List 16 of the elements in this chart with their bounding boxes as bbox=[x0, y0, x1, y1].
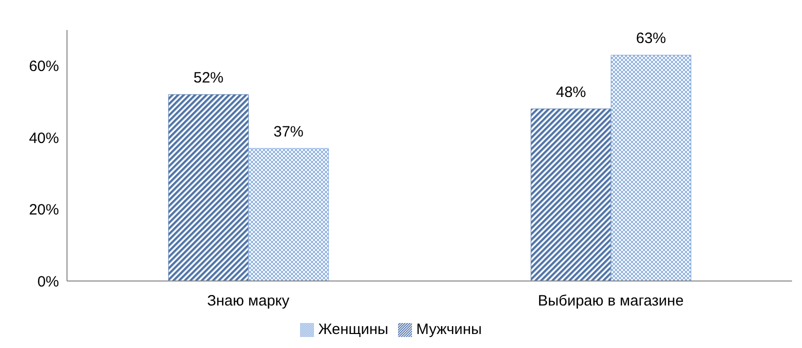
data-label: 48% bbox=[556, 84, 586, 101]
x-tick-label: Знаю марку bbox=[207, 292, 290, 310]
y-tick-label: 60% bbox=[28, 58, 59, 76]
legend-label: Мужчины bbox=[416, 321, 482, 338]
x-tick-label: Выбираю в магазине bbox=[538, 292, 684, 310]
bar bbox=[168, 94, 249, 281]
data-label: 52% bbox=[193, 70, 224, 87]
bar bbox=[610, 54, 692, 281]
y-tick-label: 0% bbox=[37, 273, 59, 290]
y-tick-label: 40% bbox=[28, 130, 59, 147]
y-tick-label: 20% bbox=[28, 202, 59, 219]
bar bbox=[530, 108, 612, 281]
bar bbox=[248, 148, 329, 281]
data-label: 63% bbox=[636, 30, 666, 48]
legend-label: Женщины bbox=[318, 321, 388, 338]
data-label: 37% bbox=[273, 123, 304, 140]
